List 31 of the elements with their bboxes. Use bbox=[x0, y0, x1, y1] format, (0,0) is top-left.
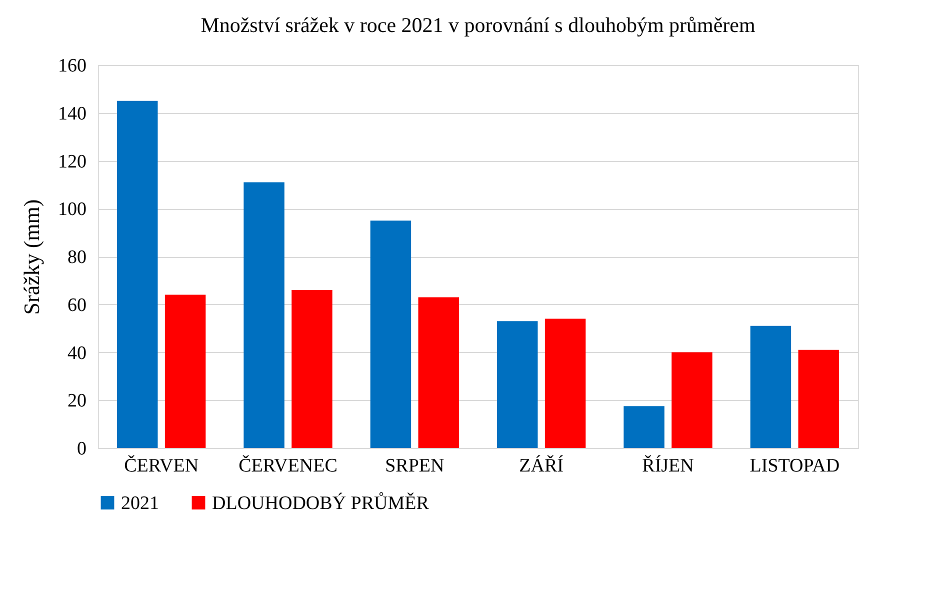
bar bbox=[370, 220, 412, 448]
y-tick-label: 120 bbox=[58, 151, 86, 172]
legend-label: DLOUHODOBÝ PRŮMĚR bbox=[212, 492, 430, 514]
y-tick-label: 40 bbox=[68, 342, 86, 364]
y-axis-title: Srážky (mm) bbox=[19, 199, 44, 315]
bar bbox=[164, 294, 206, 448]
bar bbox=[672, 352, 712, 448]
bar bbox=[750, 326, 792, 448]
bar bbox=[117, 100, 158, 448]
bar bbox=[244, 182, 284, 448]
legend-label: 2021 bbox=[121, 492, 159, 514]
x-tick-label: ČERVENEC bbox=[238, 454, 338, 476]
bar bbox=[624, 406, 664, 448]
y-tick-label: 140 bbox=[58, 103, 86, 124]
y-tick-label: 0 bbox=[77, 438, 86, 460]
bar bbox=[544, 318, 586, 448]
x-tick-label: ŘÍJEN bbox=[642, 454, 694, 476]
bar bbox=[292, 290, 332, 448]
x-tick-label: ČERVEN bbox=[124, 454, 199, 476]
x-tick-label: SRPEN bbox=[385, 456, 445, 476]
y-tick-label: 60 bbox=[68, 294, 86, 316]
bar bbox=[418, 297, 459, 448]
chart-title: Množství srážek v roce 2021 v porovnání s dlouhobým průměrem bbox=[200, 13, 756, 37]
y-tick-label: 80 bbox=[68, 247, 86, 268]
y-tick-label: 100 bbox=[58, 199, 86, 220]
bar bbox=[497, 321, 538, 448]
x-tick-label: LISTOPAD bbox=[750, 456, 840, 476]
y-tick-label: 160 bbox=[58, 56, 86, 76]
x-tick-label: ZÁŘÍ bbox=[519, 454, 564, 476]
y-tick-label: 20 bbox=[68, 390, 86, 412]
bar bbox=[798, 350, 839, 448]
